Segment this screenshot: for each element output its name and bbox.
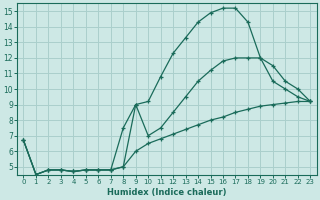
- X-axis label: Humidex (Indice chaleur): Humidex (Indice chaleur): [107, 188, 227, 197]
